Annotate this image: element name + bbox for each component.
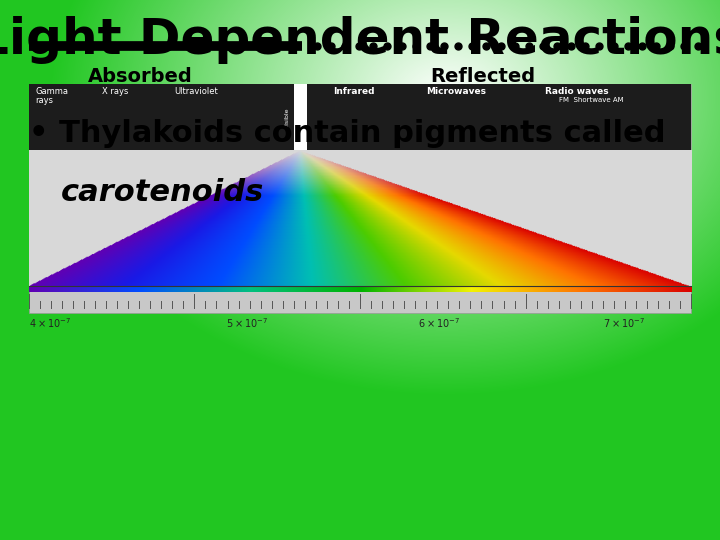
Text: Radio waves: Radio waves	[546, 87, 609, 96]
Text: Ultraviolet: Ultraviolet	[174, 87, 218, 96]
Text: X rays: X rays	[102, 87, 128, 96]
Text: Infrared: Infrared	[333, 87, 375, 96]
Text: $4\times10^{-7}$: $4\times10^{-7}$	[29, 316, 71, 330]
Text: rays: rays	[35, 96, 53, 105]
Text: Reflected: Reflected	[430, 68, 535, 86]
FancyBboxPatch shape	[294, 84, 307, 151]
FancyBboxPatch shape	[307, 84, 691, 151]
Text: Gamma: Gamma	[35, 87, 68, 96]
Text: Visible: Visible	[284, 107, 289, 127]
Text: Microwaves: Microwaves	[426, 87, 486, 96]
Text: carotenoids: carotenoids	[61, 178, 264, 207]
Text: Absorbed: Absorbed	[88, 68, 193, 86]
Text: $5\times10^{-7}$: $5\times10^{-7}$	[226, 316, 269, 330]
Text: Light Dependent Reactions: Light Dependent Reactions	[0, 16, 720, 64]
Text: $6\times10^{-7}$: $6\times10^{-7}$	[418, 316, 461, 330]
FancyBboxPatch shape	[29, 84, 294, 151]
Text: $7\times10^{-7}$: $7\times10^{-7}$	[603, 316, 645, 330]
Text: FM  Shortwave AM: FM Shortwave AM	[559, 97, 624, 103]
Text: • Thylakoids contain pigments called: • Thylakoids contain pigments called	[29, 119, 665, 148]
FancyBboxPatch shape	[29, 84, 691, 313]
